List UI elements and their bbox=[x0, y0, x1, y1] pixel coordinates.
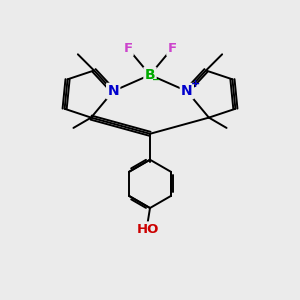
Text: −: − bbox=[152, 75, 160, 85]
Text: +: + bbox=[191, 79, 200, 89]
Text: B: B bbox=[145, 68, 155, 82]
Text: HO: HO bbox=[136, 223, 159, 236]
Text: F: F bbox=[123, 42, 133, 55]
Text: N: N bbox=[107, 84, 119, 98]
Text: N: N bbox=[181, 84, 193, 98]
Text: F: F bbox=[167, 42, 177, 55]
